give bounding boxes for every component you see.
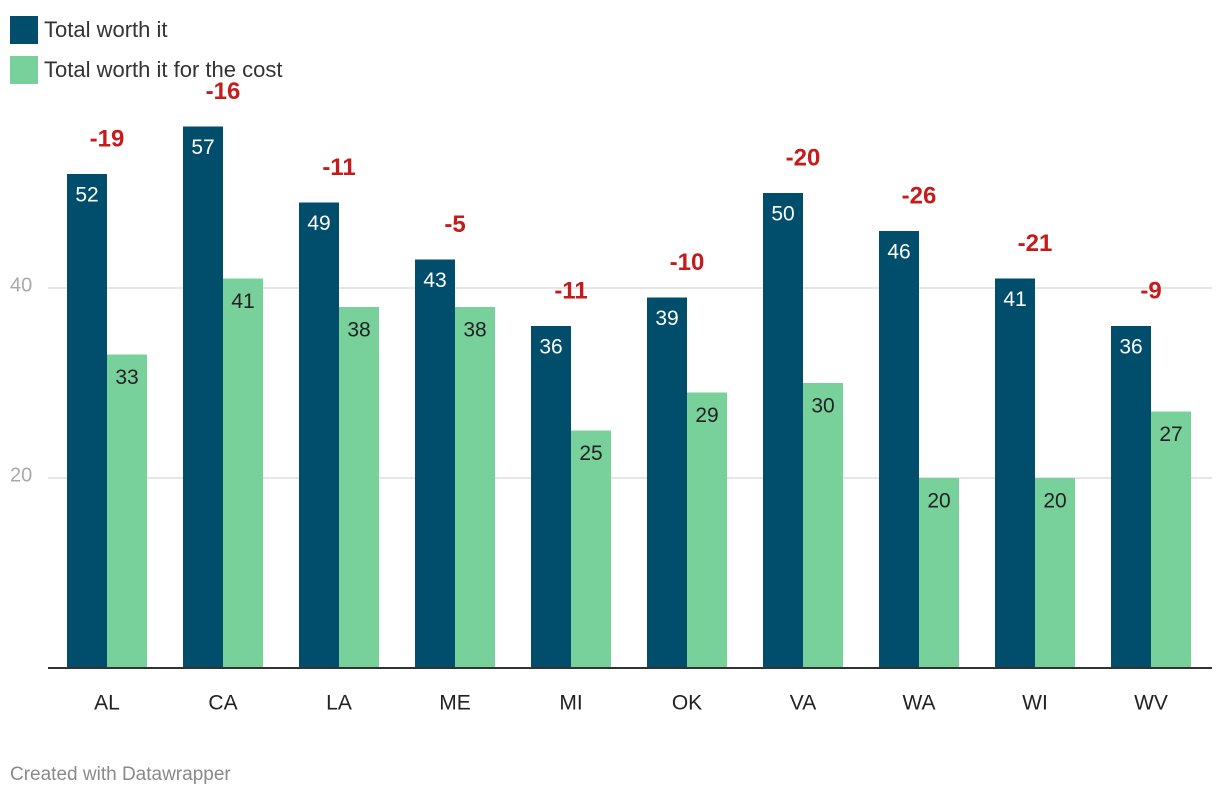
- bar-worth-it-cost-al: [107, 354, 147, 668]
- legend: Total worth it Total worth it for the co…: [10, 10, 282, 90]
- data-label-worth-it-cost-wa: 20: [927, 490, 950, 513]
- difference-annotation-ok: -10: [670, 249, 705, 276]
- difference-annotation-mi: -11: [554, 277, 587, 304]
- bar-worth-it-cost-wi: [1035, 478, 1075, 668]
- bar-worth-it-me: [415, 259, 455, 668]
- x-tick-label-ca: CA: [208, 692, 237, 715]
- legend-item-total-worth-it-for-the-cost: Total worth it for the cost: [10, 50, 282, 90]
- data-label-worth-it-al: 52: [75, 184, 98, 207]
- difference-annotation-al: -19: [90, 125, 125, 152]
- bar-worth-it-cost-wa: [919, 478, 959, 668]
- bar-worth-it-ca: [183, 126, 223, 668]
- difference-annotation-la: -11: [322, 154, 355, 181]
- y-tick-label-20: 20: [10, 464, 32, 486]
- difference-annotation-me: -5: [444, 211, 465, 238]
- data-label-worth-it-cost-la: 38: [347, 319, 370, 342]
- x-tick-label-wi: WI: [1022, 692, 1048, 715]
- x-tick-label-me: ME: [439, 692, 471, 715]
- difference-annotation-va: -20: [786, 144, 821, 171]
- bar-worth-it-va: [763, 193, 803, 668]
- data-label-worth-it-ok: 39: [655, 307, 678, 330]
- data-label-worth-it-wi: 41: [1003, 288, 1026, 311]
- x-tick-label-ok: OK: [672, 692, 702, 715]
- bar-worth-it-mi: [531, 326, 571, 668]
- data-label-worth-it-cost-wv: 27: [1159, 423, 1182, 446]
- data-label-worth-it-cost-ca: 41: [231, 290, 254, 313]
- x-tick-label-wa: WA: [902, 692, 935, 715]
- data-label-worth-it-cost-ok: 29: [695, 404, 718, 427]
- data-label-worth-it-cost-va: 30: [811, 395, 834, 418]
- data-label-worth-it-cost-al: 33: [115, 366, 138, 389]
- bar-worth-it-la: [299, 202, 339, 668]
- data-label-worth-it-wv: 36: [1119, 336, 1142, 359]
- data-label-worth-it-la: 49: [307, 212, 330, 235]
- bar-worth-it-wa: [879, 231, 919, 668]
- bar-worth-it-cost-me: [455, 307, 495, 668]
- difference-annotation-wa: -26: [902, 182, 937, 209]
- bar-worth-it-cost-ok: [687, 392, 727, 668]
- x-tick-label-al: AL: [94, 692, 120, 715]
- bar-worth-it-cost-ca: [223, 278, 263, 668]
- bar-worth-it-al: [67, 174, 107, 668]
- data-label-worth-it-cost-mi: 25: [579, 442, 602, 465]
- x-tick-label-wv: WV: [1134, 692, 1168, 715]
- bar-worth-it-wv: [1111, 326, 1151, 668]
- bar-worth-it-ok: [647, 297, 687, 668]
- bar-worth-it-cost-mi: [571, 430, 611, 668]
- bar-worth-it-cost-wv: [1151, 411, 1191, 668]
- legend-label-series2: Total worth it for the cost: [44, 57, 283, 82]
- y-tick-label-40: 40: [10, 274, 32, 296]
- difference-annotation-ca: -16: [206, 78, 241, 105]
- bar-worth-it-cost-la: [339, 307, 379, 668]
- difference-annotation-wi: -21: [1018, 230, 1053, 257]
- data-label-worth-it-ca: 57: [191, 136, 214, 159]
- bar-worth-it-cost-va: [803, 383, 843, 668]
- data-label-worth-it-cost-wi: 20: [1043, 490, 1066, 513]
- bar-worth-it-wi: [995, 278, 1035, 668]
- x-tick-label-va: VA: [790, 692, 816, 715]
- legend-swatch-series2: [10, 56, 38, 84]
- data-label-worth-it-wa: 46: [887, 241, 910, 264]
- x-tick-label-la: LA: [326, 692, 352, 715]
- difference-annotation-wv: -9: [1140, 277, 1161, 304]
- legend-label-series1: Total worth it: [44, 17, 168, 42]
- data-label-worth-it-me: 43: [423, 269, 446, 292]
- legend-swatch-series1: [10, 16, 38, 44]
- data-label-worth-it-va: 50: [771, 203, 794, 226]
- data-label-worth-it-mi: 36: [539, 336, 562, 359]
- footer-credit: Created with Datawrapper: [10, 764, 231, 785]
- legend-item-total-worth-it: Total worth it: [10, 10, 282, 50]
- x-tick-label-mi: MI: [559, 692, 582, 715]
- data-label-worth-it-cost-me: 38: [463, 319, 486, 342]
